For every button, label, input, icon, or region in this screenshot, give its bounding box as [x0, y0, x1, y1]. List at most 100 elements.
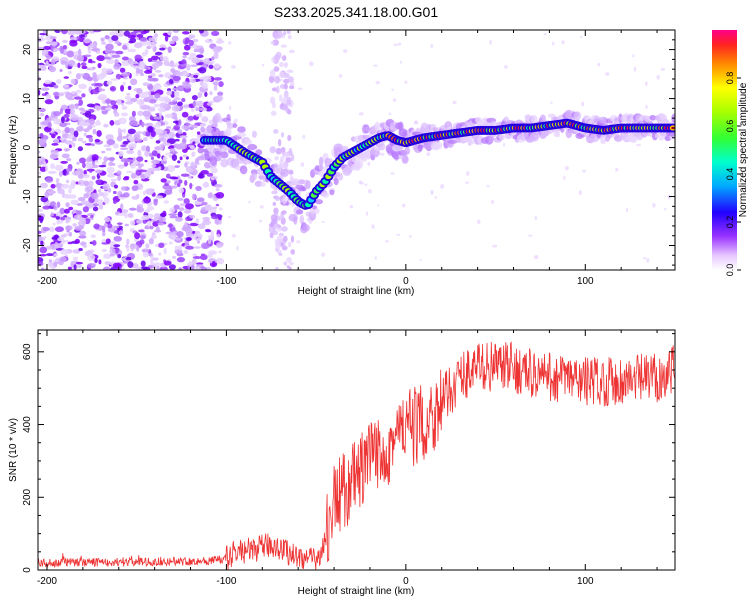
spectrogram-noise-cell [171, 104, 180, 112]
spectrogram-faint-cell [228, 41, 232, 45]
spectrogram-faint-cell [349, 204, 353, 209]
spectrogram-halo-cell [204, 150, 210, 158]
spectrogram-noise-cell [208, 250, 218, 255]
spectrogram-noise-cell [173, 63, 179, 68]
spectrogram-noise-cell [38, 159, 44, 166]
spectrogram-noise-cell [106, 59, 116, 64]
spectrogram-noise-cell [162, 155, 168, 162]
spectrogram-noise-cell [169, 148, 176, 153]
spectrogram-noise-cell [70, 108, 75, 116]
spectrogram-faint-cell [667, 194, 671, 200]
spectrogram-faint-cell [379, 152, 385, 156]
spectrogram-faint-cell [259, 219, 263, 223]
spectrogram-noise-cell [63, 84, 70, 88]
spectrogram-faint-cell [409, 234, 412, 238]
spectrogram-noise-cell [96, 55, 106, 62]
spectrogram-noise-cell [126, 93, 131, 96]
spectrogram-stripe-cell [278, 31, 283, 39]
spectrogram-noise-cell [47, 170, 57, 175]
spectrogram-faint-cell [228, 105, 232, 110]
spectrogram-noise-cell [74, 103, 79, 110]
spectrogram-noise-cell [77, 196, 86, 202]
spectrogram-noise-cell [53, 205, 58, 211]
spectrogram-noise-cell [181, 72, 190, 77]
spectrogram-faint-cell [227, 215, 232, 219]
spectrogram-stripe-cell [280, 226, 288, 232]
spectrogram-noise-cell [127, 143, 136, 150]
spectrogram-noise-cell [87, 202, 94, 209]
spectrogram-noise-cell [68, 70, 72, 75]
spectrogram-stripe-cell [282, 104, 289, 112]
spectrogram-noise-cell [120, 186, 127, 191]
spectrogram-noise-cell [210, 177, 215, 181]
spectrogram-noise-cell [163, 96, 170, 103]
spectrogram-noise-cell [127, 48, 137, 53]
spectrogram-noise-cell [72, 249, 81, 254]
spectrogram-noise-cell [64, 108, 72, 115]
spectrogram-noise-cell [126, 238, 130, 246]
spectrogram-noise-cell [218, 250, 222, 254]
spectrogram-noise-cell [189, 182, 193, 190]
spectrogram-noise-cell [157, 222, 165, 226]
spectrogram-noise-cell [134, 54, 142, 61]
spectrogram-noise-cell [214, 184, 223, 188]
spectrogram-noise-cell [40, 65, 47, 71]
snr-y-label: SNR (10 * v/v) [8, 418, 19, 482]
spectrogram-noise-cell [152, 262, 162, 267]
spectrogram-noise-cell [51, 133, 56, 139]
spectrogram-noise-cell [118, 117, 127, 125]
spectrogram-noise-cell [158, 74, 164, 78]
spectrogram-noise-cell [189, 222, 199, 227]
spectrogram-faint-cell [656, 74, 660, 80]
spectrogram-faint-cell [597, 62, 601, 67]
spectrogram-noise-cell [100, 88, 106, 92]
spectrogram-faint-cell [643, 256, 646, 260]
spectrogram-noise-cell [139, 92, 148, 99]
spectrogram-noise-cell [51, 266, 56, 270]
spectrogram-stripe-cell [285, 100, 292, 106]
spectrogram-noise-cell [122, 140, 129, 145]
spectrogram-noise-cell [45, 253, 55, 257]
spectrogram-noise-cell [69, 36, 78, 41]
spectrogram-noise-cell [88, 58, 93, 63]
spectrogram-noise-cell [113, 235, 122, 242]
spectrogram-noise-cell [138, 229, 145, 233]
spectrogram-stripe-cell [277, 227, 282, 232]
spectrogram-noise-cell [192, 38, 199, 43]
spectrogram-noise-cell [42, 30, 48, 34]
spectrogram-noise-cell [174, 165, 180, 168]
spectrogram-noise-cell [72, 170, 81, 176]
spectrogram-noise-cell [48, 64, 53, 71]
spectrogram-noise-cell [48, 259, 52, 263]
snr-frame [37, 329, 676, 571]
spectrogram-noise-cell [167, 30, 173, 36]
colorbar-gradient [712, 30, 737, 270]
spectrogram-noise-cell [181, 111, 189, 118]
spectrogram-halo-cell [232, 123, 238, 128]
snr-marks [38, 341, 675, 570]
spectrogram-noise-cell [199, 92, 203, 98]
spectrogram-noise-cell [151, 150, 158, 157]
spectrogram-noise-cell [103, 144, 112, 147]
spectrogram-noise-cell [147, 75, 153, 79]
spectrogram-faint-cell [231, 64, 236, 69]
spectrogram-noise-cell [168, 223, 173, 228]
spectrogram-noise-cell [189, 78, 196, 84]
spectrogram-faint-cell [543, 33, 547, 36]
spectrogram-noise-cell [173, 204, 180, 210]
spectrogram-noise-cell [143, 196, 151, 204]
spectrogram-noise-cell [40, 34, 44, 42]
spectrogram-noise-cell [77, 54, 85, 62]
spectrogram-noise-cell [88, 67, 96, 71]
spectrogram-noise-cell [72, 136, 77, 142]
spectrogram-noise-cell [112, 199, 117, 205]
spectrogram-halo-cell [649, 114, 657, 121]
spectrogram-noise-cell [105, 147, 112, 151]
spectrogram-halo-cell [530, 114, 538, 124]
spectrogram-noise-cell [76, 126, 84, 132]
spectrogram-noise-cell [187, 261, 193, 267]
spectrogram-faint-cell [419, 258, 422, 262]
spectrogram-noise-cell [180, 173, 190, 177]
spectrogram-noise-cell [210, 230, 215, 238]
spectrogram-stripe-cell [273, 66, 280, 72]
